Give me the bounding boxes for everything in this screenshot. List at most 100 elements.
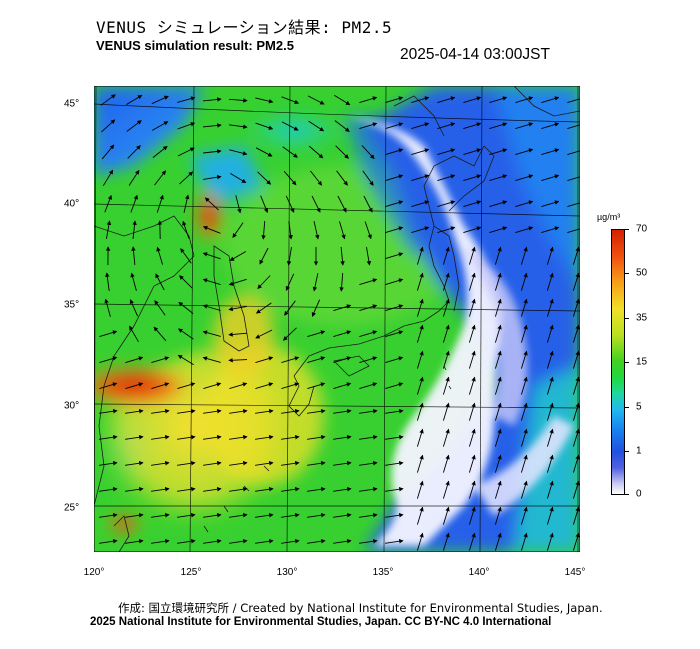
wind-arrow — [132, 220, 137, 239]
wind-arrow — [204, 197, 219, 211]
wind-arrow — [257, 171, 272, 185]
wind-arrow — [520, 350, 528, 369]
colorbar-label: 35 — [636, 312, 648, 324]
wind-arrow — [129, 325, 139, 343]
colorbar-label: 70 — [636, 223, 648, 235]
wind-arrow — [203, 174, 222, 180]
wind-arrow — [520, 402, 528, 421]
wind-arrow — [308, 145, 324, 159]
wind-arrow — [385, 278, 404, 286]
wind-arrow — [177, 487, 196, 492]
wind-arrow — [385, 200, 404, 208]
wind-arrow — [520, 480, 528, 499]
wind-arrow — [152, 145, 168, 158]
wind-arrow — [335, 145, 349, 159]
wind-arrow — [416, 402, 424, 421]
wind-arrow — [100, 119, 116, 133]
wind-arrow — [202, 330, 221, 337]
wind-arrow — [99, 409, 118, 414]
lon-tick: 145° — [564, 567, 586, 578]
wind-arrow — [385, 539, 404, 544]
title-japanese: VENUS シミュレーション結果: PM2.5 — [96, 18, 393, 37]
wind-arrow — [468, 298, 476, 317]
colorbar-label: 1 — [636, 445, 642, 457]
wind-arrow — [179, 171, 194, 185]
wind-arrow — [307, 356, 326, 364]
wind-arrow — [411, 226, 430, 234]
wind-arrow — [177, 382, 196, 390]
wind-arrow — [366, 247, 372, 266]
wind-arrow — [541, 96, 560, 104]
wind-arrow — [463, 200, 482, 208]
wind-arrow — [99, 330, 118, 338]
wind-arrow — [468, 376, 476, 395]
wind-arrow — [281, 487, 300, 492]
wind-arrow — [104, 298, 111, 317]
wind-arrow — [416, 506, 424, 525]
wind-arrow — [416, 376, 424, 395]
wind-arrow — [442, 402, 450, 421]
wind-arrow — [337, 195, 347, 213]
wind-arrow — [203, 539, 222, 544]
wind-arrow — [307, 95, 325, 105]
wind-arrow — [125, 539, 144, 544]
wind-arrow — [99, 513, 118, 518]
wind-arrow — [385, 382, 404, 390]
wind-arrow — [385, 96, 404, 104]
lat-tick: 45° — [64, 98, 80, 110]
title-english: VENUS simulation result: PM2.5 — [96, 38, 294, 53]
wind-arrow — [385, 513, 404, 518]
wind-arrow — [151, 487, 170, 492]
wind-arrow — [261, 220, 266, 240]
wind-arrow — [105, 272, 110, 291]
colorbar-tick — [625, 273, 629, 274]
wind-arrow — [494, 402, 502, 421]
wind-arrow — [130, 194, 138, 213]
wind-arrow — [463, 122, 482, 130]
wind-arrow — [339, 221, 346, 240]
colorbar-unit: µg/m³ — [597, 212, 621, 222]
wind-arrow — [546, 532, 554, 551]
wind-arrow — [361, 145, 375, 160]
wind-arrow — [541, 122, 560, 130]
wind-arrow — [281, 435, 300, 440]
wind-arrow — [567, 124, 580, 130]
wind-arrow — [229, 539, 248, 544]
wind-arrow — [126, 95, 143, 105]
wind-arrow — [310, 170, 323, 186]
wind-arrow — [442, 428, 450, 447]
wind-arrow — [572, 532, 580, 551]
wind-arrow — [151, 409, 170, 414]
wind-arrow — [489, 174, 508, 182]
wind-arrow — [468, 428, 476, 447]
wind-arrow — [313, 221, 320, 240]
wind-arrow — [286, 247, 292, 266]
wind-arrow — [546, 376, 554, 395]
wind-arrow — [520, 272, 528, 291]
wind-arrow — [99, 356, 118, 364]
wind-arrow — [416, 428, 424, 447]
wind-arrow — [281, 356, 300, 364]
wind-arrow — [126, 120, 142, 132]
wind-arrow — [546, 506, 554, 525]
wind-arrow — [130, 272, 137, 291]
wind-arrow — [359, 461, 378, 466]
wind-arrow — [333, 409, 352, 414]
wind-arrow — [437, 122, 456, 130]
wind-arrow — [416, 246, 424, 265]
wind-arrow — [105, 220, 112, 239]
wind-arrow — [232, 222, 244, 239]
wind-arrow — [336, 170, 348, 186]
wind-arrow — [229, 435, 248, 440]
wind-arrow — [99, 539, 118, 544]
wind-arrow — [281, 121, 299, 131]
wind-arrow — [333, 513, 352, 518]
wind-arrow — [307, 539, 326, 544]
wind-arrow — [359, 356, 378, 364]
wind-arrow — [284, 300, 296, 316]
wind-arrow — [442, 350, 450, 369]
wind-arrow — [437, 226, 456, 234]
wind-arrow — [364, 221, 372, 240]
wind-arrow — [489, 96, 508, 104]
wind-arrow — [255, 487, 274, 492]
